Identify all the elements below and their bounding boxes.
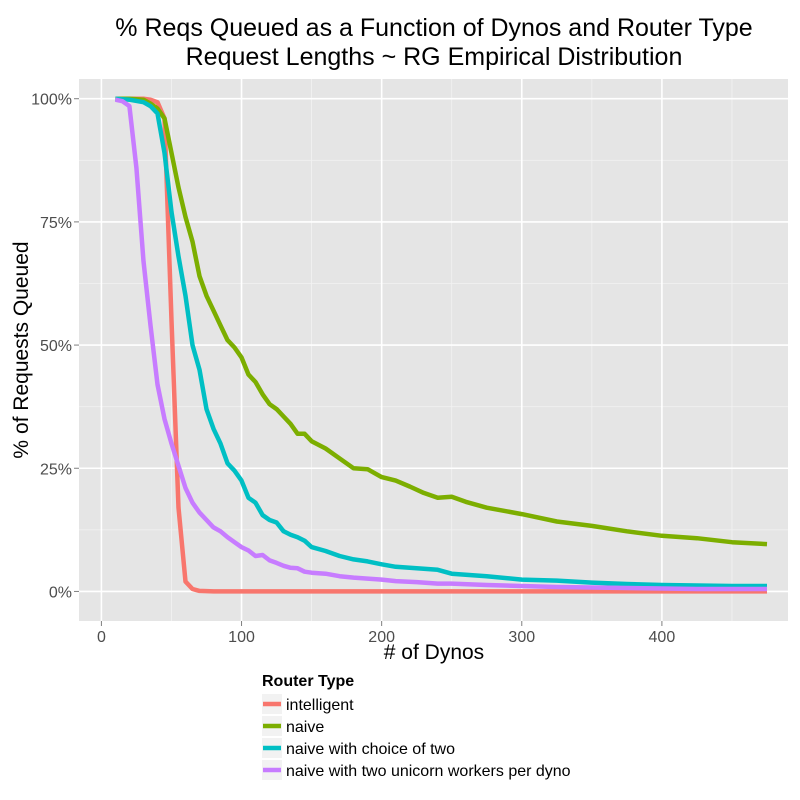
legend-label: naive — [286, 719, 324, 736]
y-tick-label: 100% — [31, 92, 72, 109]
x-tick-label: 400 — [649, 629, 676, 646]
y-axis-title: % of Requests Queued — [10, 241, 33, 458]
plot-panel — [79, 79, 788, 621]
series-line-2 — [115, 96, 767, 589]
chart-subtitle: Request Lengths ~ RG Empirical Distribut… — [186, 43, 683, 71]
x-tick-label: 100 — [228, 629, 255, 646]
legend: Router Type intelligent naive naive with c… — [262, 673, 571, 780]
series-lines — [114, 96, 768, 594]
series-line-3 — [114, 97, 767, 592]
chart-title: % Reqs Queued as a Function of Dynos and… — [115, 14, 752, 42]
x-tick-label: 0 — [97, 629, 106, 646]
y-tick-label: 25% — [40, 461, 72, 478]
x-tick-label: 300 — [508, 629, 535, 646]
axis-ticks: 0 100 200 300 400 0% 25% 50% 75% 100% — [31, 92, 675, 646]
x-axis-title: # of Dynos — [384, 641, 484, 664]
y-tick-label: 75% — [40, 215, 72, 232]
legend-label: intelligent — [286, 697, 354, 714]
series-line-1 — [115, 96, 768, 547]
y-tick-label: 0% — [49, 584, 72, 601]
series-line-0 — [115, 96, 767, 594]
x-tick-label: 200 — [368, 629, 395, 646]
y-tick-label: 50% — [40, 338, 72, 355]
legend-label: naive with choice of two — [286, 741, 455, 758]
legend-label: naive with two unicorn workers per dyno — [286, 763, 571, 780]
legend-title: Router Type — [262, 673, 354, 690]
